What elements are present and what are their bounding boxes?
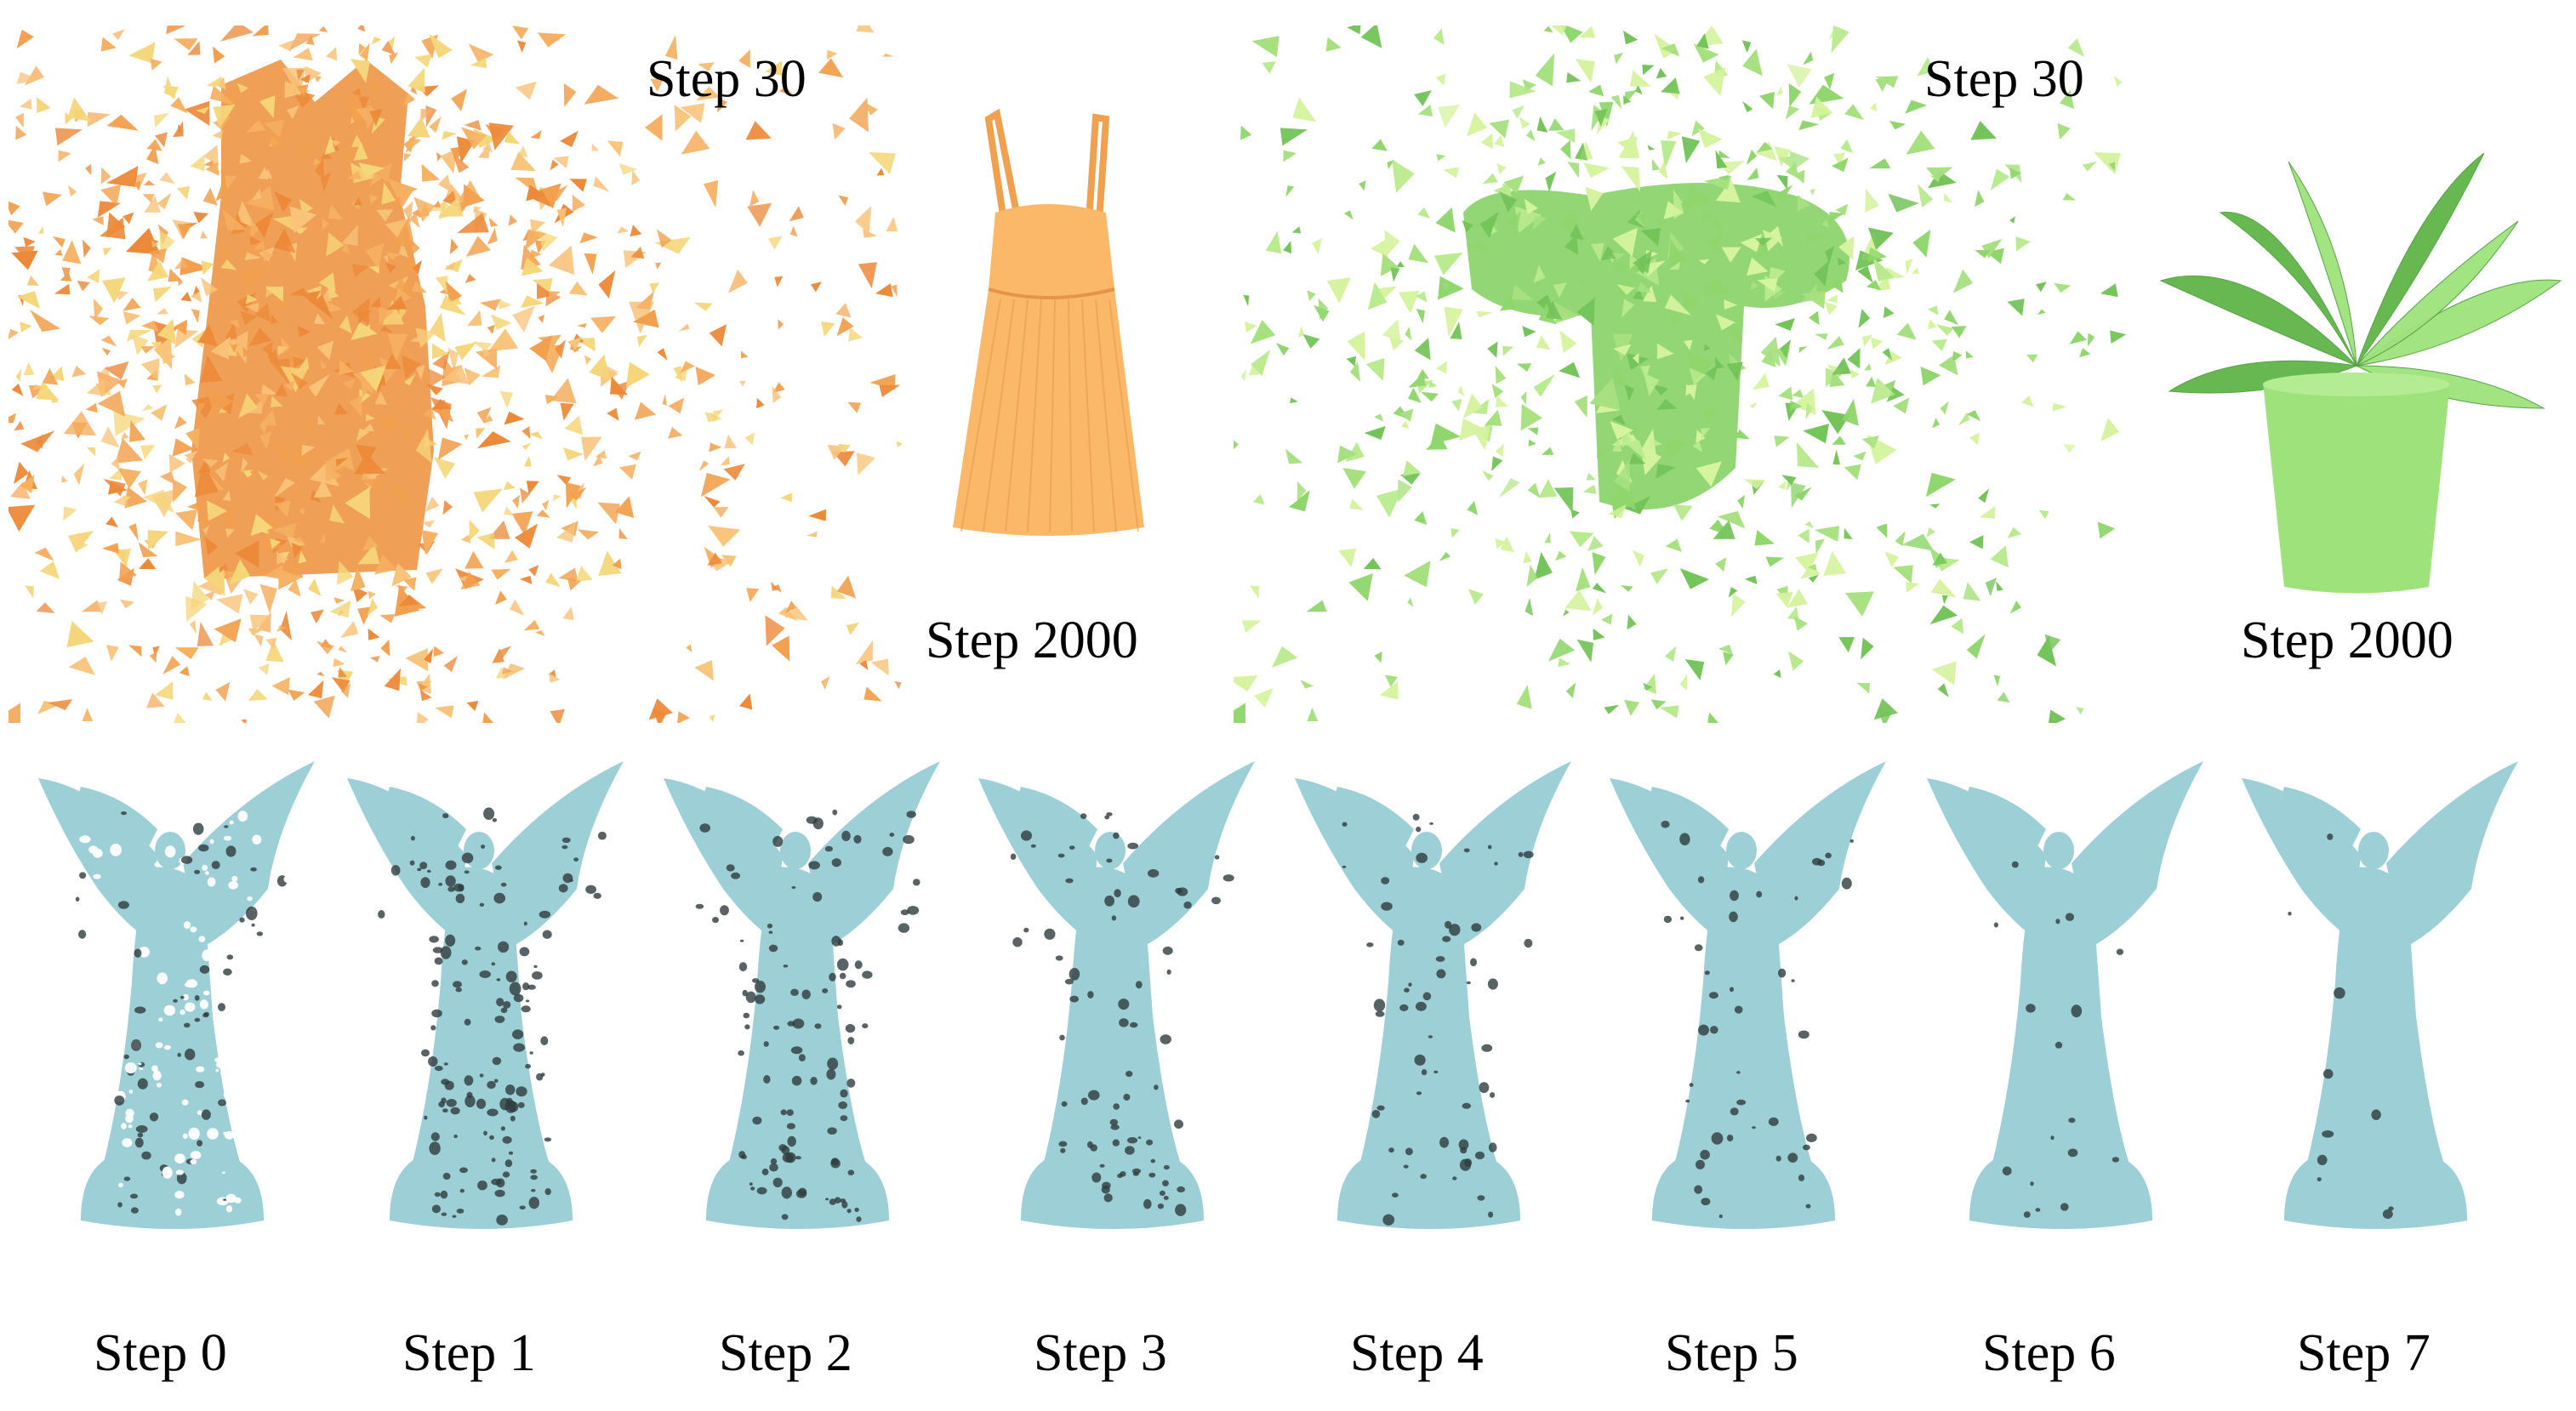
statue-step-2 [647,761,953,1255]
statue-step-5 [1593,761,1899,1255]
statue-step-1 [330,761,636,1255]
statue-step-0 [21,761,328,1255]
statue-step-label-4: Step 4 [1350,1324,1484,1382]
statue-step-7 [2225,761,2531,1255]
statue-mesh-7 [2242,761,2518,1229]
plant-step30-render [1234,26,2127,723]
statue-step-6 [1910,761,2216,1255]
statue-step-label-2: Step 2 [719,1324,852,1382]
plant-final-mesh [2159,153,2562,594]
statue-mesh-0 [38,761,315,1229]
statue-step-label-5: Step 5 [1665,1324,1798,1382]
dress-step2000-render [944,102,1148,544]
dress-final-mesh [953,108,1144,536]
statue-step-label-1: Step 1 [402,1324,536,1382]
dress-final-label: Step 2000 [926,612,1138,669]
statue-mesh-5 [1610,761,1886,1229]
statue-step-4 [1278,761,1584,1255]
dress-triangle-soup [9,26,902,723]
plant-final-label: Step 2000 [2241,612,2453,669]
statue-mesh-4 [1295,761,1571,1229]
plant-step2000-render [2144,153,2569,604]
statue-mesh-1 [347,761,624,1229]
statue-step-label-7: Step 7 [2297,1324,2431,1382]
plant-triangle-soup [1234,26,2127,723]
statue-mesh-3 [978,761,1255,1229]
statue-mesh-6 [1927,761,2203,1229]
dress-early-label: Step 30 [647,50,806,108]
statue-step-3 [961,761,1268,1255]
statue-step-label-0: Step 0 [94,1324,227,1382]
statue-step-label-3: Step 3 [1034,1324,1167,1382]
plant-early-label: Step 30 [1924,50,2084,108]
statue-step-label-6: Step 6 [1982,1324,2116,1382]
statue-mesh-2 [664,761,940,1229]
dress-step30-render [9,26,902,723]
